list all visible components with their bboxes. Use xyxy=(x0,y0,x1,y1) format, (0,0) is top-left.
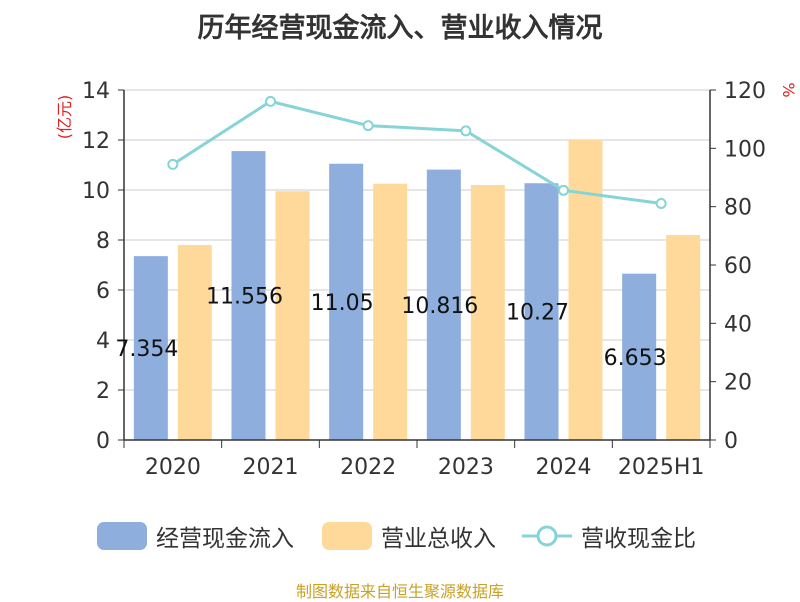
data-labels: 7.354 11.556 11.05 10.816 10.27 6.653 xyxy=(115,285,666,371)
x-tick-label: 2024 xyxy=(536,455,592,480)
ratio-point[interactable] xyxy=(167,158,179,170)
x-tick-label: 2025H1 xyxy=(618,455,705,480)
legend-label-revenue: 营业总收入 xyxy=(381,526,496,552)
bars xyxy=(133,140,701,440)
data-label-cash-inflow: 10.816 xyxy=(401,294,478,319)
legend-item-revenue[interactable]: 营业总收入 xyxy=(322,516,496,556)
y-left-tick-label: 12 xyxy=(82,129,110,154)
data-label-cash-inflow: 11.556 xyxy=(206,285,283,310)
ratio-point[interactable] xyxy=(558,184,569,196)
ratio-line-path xyxy=(172,99,662,205)
ratio-point[interactable] xyxy=(265,95,276,107)
source-note: 制图数据来自恒生聚源数据库 xyxy=(295,582,504,601)
bar-revenue[interactable] xyxy=(373,183,408,440)
data-label-cash-inflow: 6.653 xyxy=(604,346,667,371)
y-left-tick-label: 8 xyxy=(96,229,110,254)
legend-label-ratio: 营收现金比 xyxy=(581,526,696,552)
x-tick-label: 2021 xyxy=(243,455,299,480)
bar-revenue[interactable] xyxy=(275,191,310,440)
ratio-point[interactable] xyxy=(460,125,472,137)
data-label-cash-inflow: 7.354 xyxy=(115,337,178,362)
y-right-tick-label: 0 xyxy=(724,429,738,454)
legend-item-ratio[interactable]: 营收现金比 xyxy=(522,516,696,556)
bar-cash-inflow[interactable] xyxy=(426,169,461,440)
y-left-tick-label: 4 xyxy=(96,329,110,354)
y-left-tick-label: 6 xyxy=(96,279,110,304)
y-left-tick-label: 2 xyxy=(96,379,110,404)
legend: 经营现金流入 营业总收入 营收现金比 xyxy=(0,516,800,556)
legend-swatch-cash-inflow xyxy=(97,522,147,550)
bar-revenue[interactable] xyxy=(470,185,505,440)
y-left-tick-label: 0 xyxy=(96,429,110,454)
legend-swatch-ratio xyxy=(522,522,572,550)
y-right-tick-label: 100 xyxy=(724,137,766,162)
ratio-point[interactable] xyxy=(362,120,374,132)
y-right-tick-label: 120 xyxy=(724,79,766,104)
y-left-tick-label: 14 xyxy=(82,79,110,104)
data-label-cash-inflow: 11.05 xyxy=(311,291,374,316)
y-right-axis-label: % xyxy=(779,82,798,97)
axes: 0 2 4 6 8 10 12 14 0 20 40 60 80 100 120 2020 2021 2022 20… xyxy=(82,79,766,480)
bar-revenue[interactable] xyxy=(177,245,212,440)
legend-swatch-revenue xyxy=(322,522,372,550)
grid-lines xyxy=(124,89,710,441)
bar-cash-inflow[interactable] xyxy=(329,163,364,440)
y-right-tick-label: 60 xyxy=(724,254,752,279)
legend-item-cash-inflow[interactable]: 经营现金流入 xyxy=(97,516,294,556)
y-right-tick-label: 80 xyxy=(724,196,752,221)
bar-revenue[interactable] xyxy=(666,235,701,440)
bar-cash-inflow[interactable] xyxy=(133,256,168,440)
y-left-axis-label: (亿元) xyxy=(55,95,74,140)
bar-cash-inflow[interactable] xyxy=(622,273,657,440)
x-tick-label: 2020 xyxy=(145,455,201,480)
ratio-line xyxy=(167,95,667,209)
ratio-point[interactable] xyxy=(655,197,667,209)
x-tick-label: 2023 xyxy=(438,455,494,480)
y-left-tick-label: 10 xyxy=(82,179,110,204)
bar-cash-inflow[interactable] xyxy=(524,183,559,440)
data-label-cash-inflow: 10.27 xyxy=(506,301,569,326)
y-right-tick-label: 40 xyxy=(724,312,752,337)
y-right-tick-label: 20 xyxy=(724,371,752,396)
chart-title: 历年经营现金流入、营业收入情况 xyxy=(197,13,603,44)
legend-label-cash-inflow: 经营现金流入 xyxy=(156,526,294,552)
bar-cash-inflow[interactable] xyxy=(231,151,266,440)
x-tick-label: 2022 xyxy=(340,455,396,480)
bar-revenue[interactable] xyxy=(568,140,603,440)
